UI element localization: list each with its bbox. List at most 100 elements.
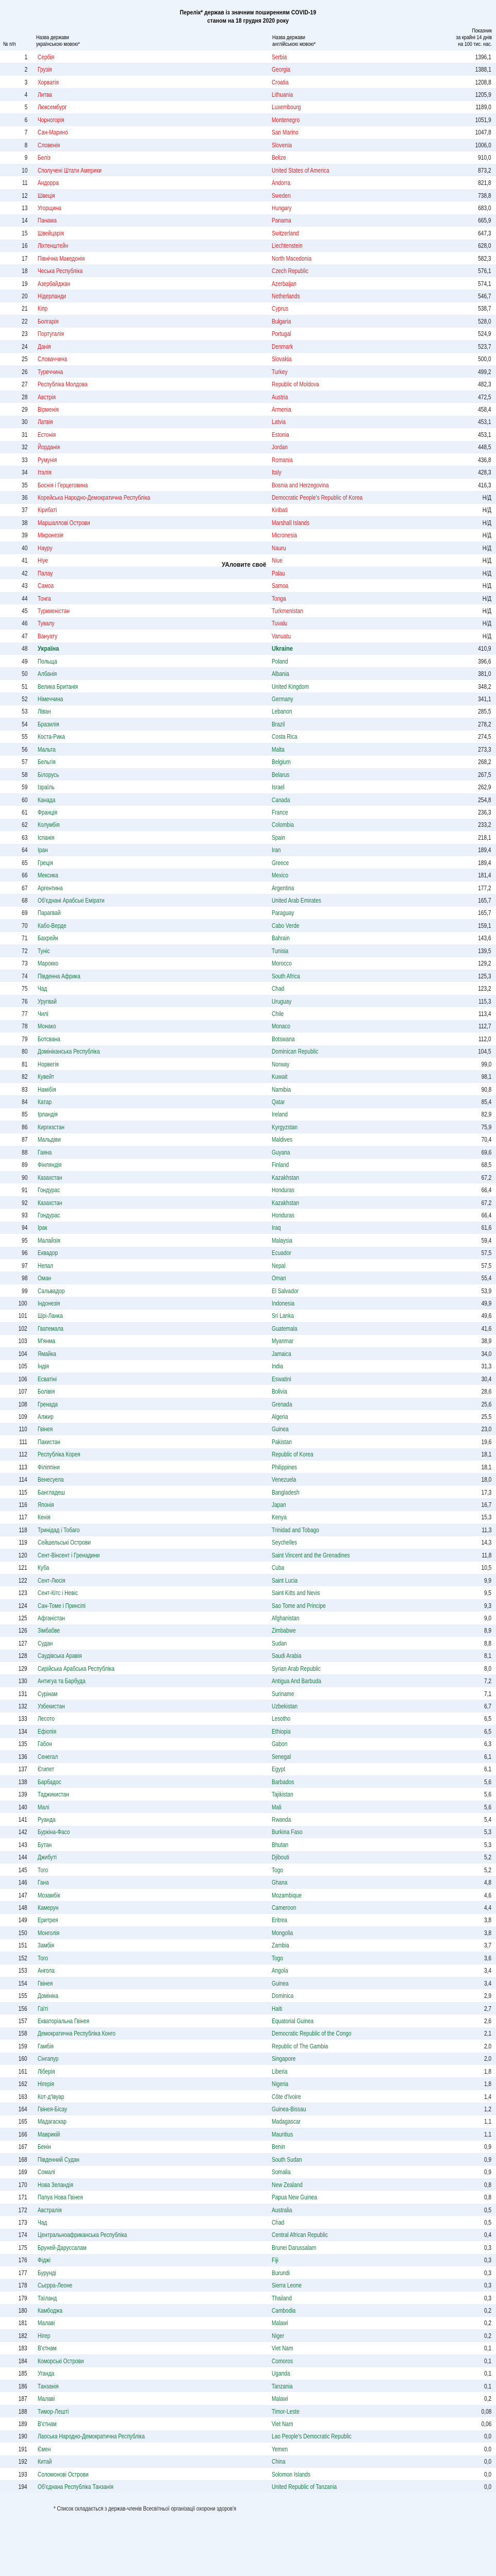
row-number: 103 [0,1334,32,1348]
country-name-ua-text: Сполучені Штати Америки [38,166,102,174]
indicator-value-text: 273,3 [478,745,491,753]
indicator-value-text: 57,5 [481,1261,491,1269]
indicator-value: 1388,1 [414,63,496,76]
country-name-en-text: Australia [272,2206,292,2214]
country-name-en: Samoa [270,579,414,592]
indicator-value: 5,2 [414,1851,496,1863]
row-number: 97 [0,1259,32,1272]
row-number-text: 134 [19,1727,27,1735]
table-row: 14 Панама Panama 665,9 [0,214,496,227]
country-name-ua: Гренада [32,1397,270,1411]
row-number: 4 [0,88,32,101]
indicator-value: Н/Д [414,503,496,517]
country-name-en-text: Montenegro [272,115,300,124]
indicator-value-text: 3,4 [484,1967,491,1975]
country-name-ua-text: Туркменістан [38,606,70,615]
table-row: 132 Узбекистан Uzbekistan 6,7 [0,1700,496,1713]
row-number-text: 141 [19,1815,27,1823]
country-name-ua: Куба [32,1561,270,1574]
country-name-ua-text: Італія [38,468,52,477]
indicator-value: 85,4 [414,1095,496,1108]
country-name-en: Viet Nam [270,2417,414,2430]
table-row: 34 Італія Italy 428,3 [0,466,496,479]
country-name-ua-text: Того [38,1954,48,1962]
row-number-text: 91 [21,1186,27,1194]
country-name-en: Mongolia [270,1926,414,1939]
row-number: 51 [0,680,32,693]
country-name-en-text: Austria [272,393,288,401]
indicator-value: 448,5 [414,440,496,453]
row-number: 156 [0,2002,32,2015]
country-name-en: Tajikistan [270,1788,414,1801]
country-name-en-text: New Zealand [272,2180,303,2189]
indicator-value: 31,3 [414,1360,496,1372]
indicator-value-text: 3,6 [484,1954,491,1962]
country-name-ua-text: Гондурас [38,1186,60,1194]
country-name-ua-text: Грузія [38,65,52,74]
country-name-en: Uruguay [270,994,414,1008]
country-name-ua: Туніс [32,944,270,957]
row-number-text: 100 [19,1299,27,1308]
row-number: 5 [0,100,32,114]
table-row: 1 Сербія Serbia 1396,1 [0,50,496,63]
country-name-en: Georgia [270,63,414,76]
indicator-value: 49,6 [414,1309,496,1323]
indicator-value: 16,7 [414,1498,496,1511]
row-number: 159 [0,2040,32,2053]
table-row: 6 Чорногорія Montenegro 1051,9 [0,113,496,126]
country-name-ua-text: Бруней-Даруссалам [38,2243,87,2251]
table-row: 51 Велика Британія United Kingdom 348,2 [0,680,496,693]
indicator-value: 66,4 [414,1209,496,1222]
country-name-en: Angola [270,1964,414,1977]
row-number: 55 [0,730,32,743]
indicator-value: 23,0 [414,1422,496,1436]
indicator-value: 189,4 [414,856,496,869]
table-row: 190 Лаоська Народно-Демократична Республі… [0,2430,496,2443]
row-number: 108 [0,1397,32,1411]
row-number: 117 [0,1511,32,1524]
indicator-value-text: 112,7 [478,1022,491,1030]
table-row: 36 Корейська Народно-Демократична Республ… [0,491,496,504]
country-name-ua-text: В'єтнам [38,2419,57,2428]
table-row: 38 Маршаллові Острови Marshall Islands Н/Д [0,516,496,529]
row-number: 147 [0,1888,32,1902]
country-name-en-text: Albania [272,670,289,678]
country-name-ua: Буркіна-Фасо [32,1825,270,1839]
country-name-ua-text: Сербія [38,53,55,61]
row-number-text: 173 [19,2218,27,2226]
country-name-en-text: Dominica [272,1992,294,2000]
indicator-value: 0,0 [414,2480,496,2493]
indicator-value: 0,3 [414,2241,496,2254]
country-name-en-text: Oman [272,1274,286,1282]
row-number: 110 [0,1422,32,1436]
row-number: 84 [0,1095,32,1108]
country-name-en-text: Burundi [272,2268,290,2277]
country-name-en: Saudi Arabia [270,1649,414,1662]
indicator-value-text: Н/Д [482,569,491,577]
country-name-ua-text: Самоа [38,582,54,590]
country-name-ua: Сальвадор [32,1284,270,1297]
row-number-text: 138 [19,1777,27,1786]
row-number-text: 86 [21,1123,27,1131]
country-name-en-text: Samoa [272,582,289,590]
indicator-value-text: 472,5 [478,393,491,401]
country-name-ua: Сирійська Арабська Республіка [32,1662,270,1675]
table-row: 27 Республіка Молдова Republic of Moldova 4… [0,378,496,391]
country-name-en-text: Bolivia [272,1387,287,1396]
indicator-value: Н/Д [414,630,496,642]
table-row: 186 Танзанія Tanzania 0,1 [0,2379,496,2393]
table-row: 85 Ірландія Ireland 82,9 [0,1108,496,1121]
row-number: 133 [0,1712,32,1725]
country-name-ua-text: Польща [38,657,57,665]
country-name-en: Sri Lanka [270,1309,414,1323]
country-name-ua: Швеція [32,189,270,202]
indicator-value: 4,4 [414,1901,496,1914]
country-name-en: Saint Vincent and the Grenadines [270,1549,414,1562]
country-name-en-text: Lao People's Democratic Republic [272,2432,352,2441]
indicator-value: 4,6 [414,1888,496,1902]
indicator-value-text: 5,6 [484,1790,491,1799]
indicator-value-text: 9,5 [484,1589,491,1597]
row-number: 60 [0,793,32,806]
indicator-value: 1,8 [414,2077,496,2090]
row-number: 186 [0,2379,32,2393]
